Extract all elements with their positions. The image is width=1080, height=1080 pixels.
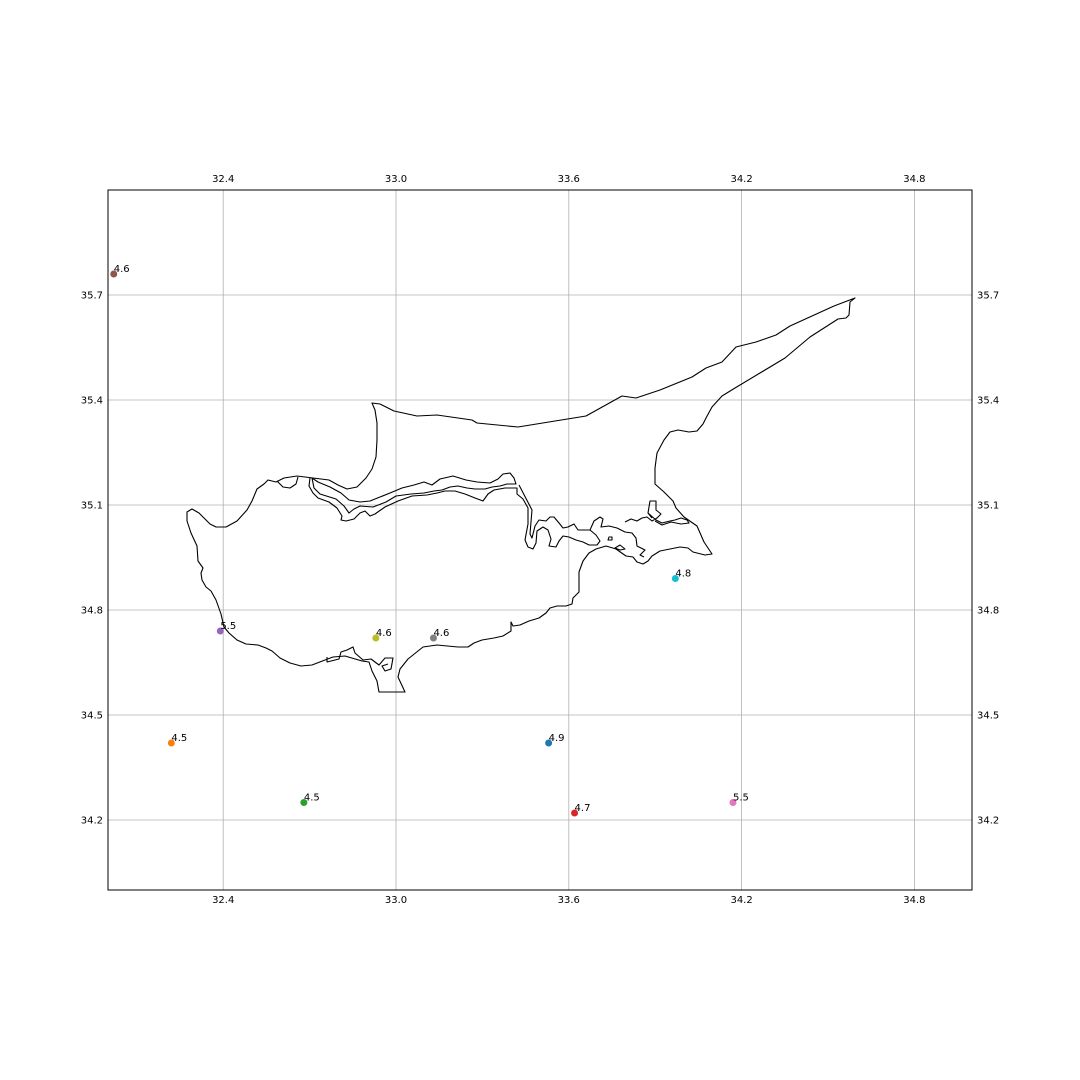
buffer-line-north: [276, 472, 517, 514]
x-tick-label-top: 33.0: [385, 174, 407, 185]
earthquake-point: [216, 627, 224, 635]
y-tick-label-left: 35.1: [81, 501, 103, 512]
earthquake-point: [729, 799, 737, 806]
x-tick-label-bottom: 34.2: [730, 895, 752, 906]
magnitude-label: 4.5: [171, 733, 187, 744]
island-outline: [186, 297, 856, 693]
magnitude-label: 4.7: [575, 803, 591, 814]
earthquake-point: [372, 634, 380, 642]
earthquake-point: [545, 739, 553, 747]
earthquake-point: [571, 809, 579, 817]
enclave-shape: [607, 536, 626, 551]
gridlines: [108, 190, 972, 890]
y-tick-label-left: 35.4: [81, 396, 103, 407]
x-tick-label-top: 34.8: [903, 174, 925, 185]
earthquake-point: [429, 634, 437, 642]
earthquake-points: 4.9 4.5 4.5 4.7 5.5 4.6 5.5 4.6 4.6 4.8: [110, 264, 749, 817]
earthquake-point: [167, 739, 175, 747]
earthquake-point: [110, 270, 118, 278]
y-tick-label-right: 34.8: [977, 606, 999, 617]
magnitude-label: 4.8: [675, 569, 691, 580]
magnitude-label: 4.6: [376, 628, 392, 639]
y-tick-label-right: 35.1: [977, 501, 999, 512]
y-tick-label-left: 35.7: [81, 291, 103, 302]
magnitude-label: 4.6: [433, 628, 449, 639]
x-tick-label-top: 33.6: [558, 174, 580, 185]
magnitude-label: 4.6: [114, 264, 130, 275]
magnitude-label: 4.5: [304, 793, 320, 804]
cyprus-coastline: [186, 297, 856, 693]
x-tick-label-bottom: 33.6: [558, 895, 580, 906]
y-tick-label-left: 34.5: [81, 711, 103, 722]
x-tick-label-bottom: 33.0: [385, 895, 407, 906]
buffer-line-east: [589, 500, 690, 558]
earthquake-point: [671, 575, 679, 582]
plot-frame: [107, 189, 973, 891]
x-tick-label-bottom: 34.8: [903, 895, 925, 906]
x-tick-label-top: 32.4: [212, 174, 234, 185]
y-tick-label-right: 34.5: [977, 711, 999, 722]
magnitude-label: 4.9: [549, 733, 565, 744]
y-tick-label-right: 35.4: [977, 396, 999, 407]
earthquake-point: [300, 799, 308, 806]
y-tick-label-right: 34.2: [977, 816, 999, 827]
y-tick-label-left: 34.8: [81, 606, 103, 617]
magnitude-label: 5.5: [220, 621, 236, 632]
buffer-line-south: [308, 477, 601, 550]
axis-tick-labels: 32.4 32.4 33.0 33.0 33.6 33.6 34.2 34.2 34.8 34.8…: [81, 174, 1000, 906]
sba-outline-west: [326, 646, 394, 672]
x-tick-label-bottom: 32.4: [212, 895, 234, 906]
x-tick-label-top: 34.2: [730, 174, 752, 185]
y-tick-label-left: 34.2: [81, 816, 103, 827]
y-tick-label-right: 35.7: [977, 291, 999, 302]
magnitude-label: 5.5: [733, 793, 749, 804]
